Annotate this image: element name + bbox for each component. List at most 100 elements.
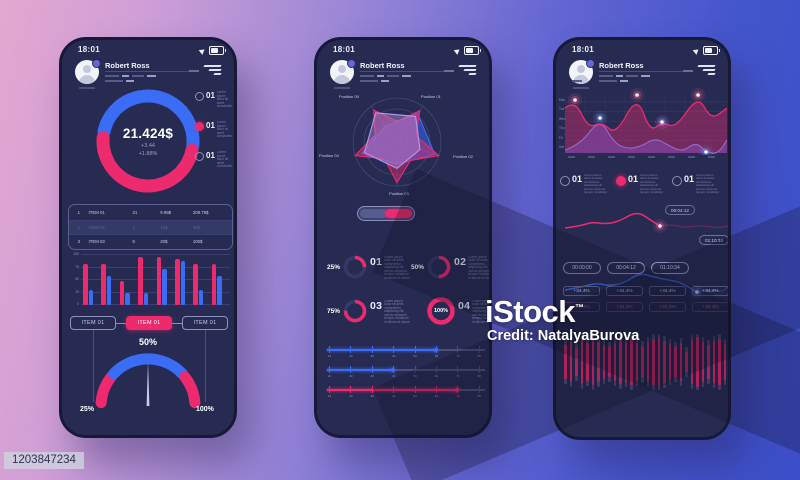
stat-text: Lorem ipsum dolor sit amet, consectetur …	[384, 299, 410, 323]
table-row-highlighted[interactable]: 2 ITEM 02 4 12$ 48$	[69, 219, 232, 235]
radio-number: 01	[572, 174, 583, 184]
radar-chart	[352, 97, 442, 187]
tab-connector	[116, 323, 126, 324]
wave-area-chart	[565, 88, 727, 155]
progress-ring-icon	[427, 297, 455, 325]
table-row[interactable]: 1 ITEM 01 21 9.99$ 209.79$	[77, 209, 209, 215]
day-label: Tue	[559, 107, 565, 111]
legend-text: Lorem ipsum dolor sit amet, consectetur …	[216, 121, 232, 137]
tab-item-01-active[interactable]: ITEM 01	[126, 316, 172, 330]
gauge-guide-line	[93, 330, 94, 402]
profile-stats-placeholder	[360, 75, 411, 77]
wave-legend-placeholder	[572, 80, 582, 82]
time-tooltip-blue: 01:10:34	[699, 235, 728, 245]
radar-label: Position 02	[453, 154, 473, 159]
stat-ring-item: 100% 04 Lorem ipsum dolor sit amet, conse…	[407, 290, 489, 332]
legend-number: 01	[206, 151, 215, 160]
gauge-guide-line	[205, 330, 206, 402]
toggle-knob[interactable]	[385, 209, 412, 218]
day-label: Thu	[559, 126, 565, 130]
location-arrow-icon	[453, 46, 462, 55]
battery-icon	[209, 46, 226, 55]
profile-name: Robert Ross	[105, 61, 150, 70]
donut-chart	[96, 89, 200, 193]
legend-text: Lorem ipsum dolor sit amet, consectetur …	[216, 151, 232, 167]
avatar-caption-placeholder	[334, 87, 350, 89]
stat-chip-pink: +34.4%	[649, 302, 686, 312]
time-button[interactable]: 00:04:12	[607, 262, 645, 274]
progress-arc-icon	[343, 299, 367, 323]
radio-number: 01	[684, 174, 695, 184]
status-time: 18:01	[572, 45, 594, 54]
radio-circle-icon[interactable]	[672, 176, 682, 186]
radio-circle-icon[interactable]	[195, 92, 204, 101]
stat-chip-pink: +34.4%	[606, 302, 643, 312]
gauge-max-label: 100%	[196, 406, 214, 413]
menu-icon[interactable]	[458, 65, 477, 77]
header-divider	[105, 70, 199, 72]
day-label: Fri	[559, 136, 563, 140]
tab-item-01[interactable]: ITEM 01	[70, 316, 116, 330]
stat-number: 01	[370, 255, 383, 268]
avatar-caption-placeholder	[79, 87, 95, 89]
radio-circle-icon[interactable]	[616, 176, 626, 186]
phone-2: 18:01 Robert Ross Position 01 Position 0…	[314, 37, 492, 438]
time-button[interactable]: 01:10:34	[651, 262, 689, 274]
radio-text: Lorem ipsum dolor sit amet, consectetur …	[640, 174, 663, 194]
time-button[interactable]: 00:00:00	[563, 262, 601, 274]
legend-text: Lorem ipsum dolor sit amet, consectetur …	[216, 91, 232, 107]
header-divider	[360, 70, 454, 72]
avatar-badge	[347, 59, 356, 68]
phone-3: 18:01 Robert Ross Mon Tue Wed Thu Fri Sa…	[553, 37, 731, 440]
stat-chip-pink: +34.4%	[692, 302, 728, 312]
profile-stats-placeholder	[599, 75, 650, 77]
profile-stats-placeholder	[360, 80, 389, 82]
radio-circle-icon[interactable]	[195, 152, 204, 161]
stat-number: 02	[454, 255, 467, 268]
watermark-image-id: 1203847234	[4, 452, 84, 469]
bar-chart: 100 75 50 25 0	[70, 248, 230, 312]
profile-name: Robert Ross	[360, 61, 405, 70]
battery-icon	[464, 46, 481, 55]
stat-percent: 100%	[433, 308, 449, 314]
stat-percent: 75%	[326, 307, 340, 315]
stat-ring-item: 50% 02 Lorem ipsum dolor sit amet, consec…	[407, 246, 489, 288]
stat-ring-item: 25% 01 Lorem ipsum dolor sit amet, consec…	[323, 246, 410, 288]
radio-circle-icon[interactable]	[560, 176, 570, 186]
stat-text: Lorem ipsum dolor sit amet, consectetur …	[384, 255, 410, 279]
gauge-chart	[95, 353, 201, 409]
location-arrow-icon	[692, 46, 701, 55]
avatar-badge	[92, 59, 101, 68]
tab-item-01[interactable]: ITEM 01	[182, 316, 228, 330]
radio-number: 01	[628, 174, 639, 184]
tab-connector	[172, 323, 182, 324]
location-arrow-icon	[198, 46, 207, 55]
radio-item-active[interactable]: 01 Lorem ipsum dolor sit amet, consectet…	[616, 174, 670, 194]
profile-name: Robert Ross	[599, 61, 644, 70]
timeline-line-chart	[564, 212, 728, 299]
legend-item[interactable]: 01 Lorem ipsum dolor sit amet, consectet…	[195, 91, 232, 107]
radio-item[interactable]: 01 Lorem ipsum dolor sit amet, consectet…	[672, 174, 726, 194]
table-row[interactable]: 3 ITEM 03 5 20$ 100$	[69, 234, 232, 249]
legend-item[interactable]: 01 Lorem ipsum dolor sit amet, consectet…	[195, 151, 232, 167]
progress-toggle[interactable]	[357, 206, 415, 221]
day-label: Wed	[559, 117, 566, 121]
stat-chip: +34.4%	[649, 286, 686, 296]
progress-arc-icon	[427, 255, 451, 279]
time-tooltip-pink: 00:04:12	[665, 205, 695, 215]
radio-text: Lorem ipsum dolor sit amet, consectetur …	[696, 174, 719, 194]
profile-stats-placeholder	[105, 75, 156, 77]
stat-percent: 25%	[326, 263, 340, 271]
menu-icon[interactable]	[203, 65, 222, 77]
stat-number: 03	[370, 299, 383, 312]
radio-item[interactable]: 01 Lorem ipsum dolor sit amet, consectet…	[560, 174, 614, 194]
radio-circle-icon[interactable]	[195, 122, 204, 131]
header-divider	[599, 70, 693, 72]
battery-icon	[703, 46, 720, 55]
status-icons	[198, 46, 226, 55]
stat-chip-pink: +34.4%	[563, 302, 600, 312]
menu-icon[interactable]	[697, 65, 716, 77]
legend-item[interactable]: 01 Lorem ipsum dolor sit amet, consectet…	[195, 121, 232, 137]
legend-number: 01	[206, 91, 215, 100]
